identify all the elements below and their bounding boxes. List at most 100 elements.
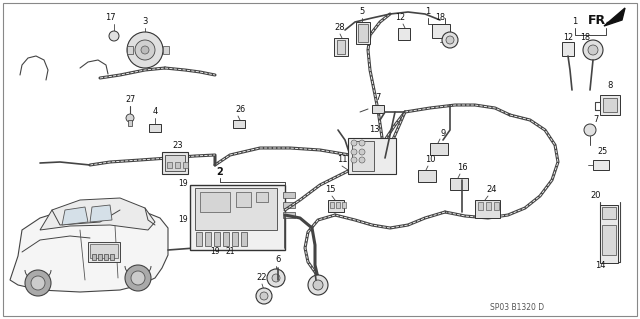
Text: 22: 22 [257, 273, 268, 283]
Bar [195, 188, 277, 230]
Circle shape [313, 280, 323, 290]
Circle shape [127, 32, 163, 68]
Text: 25: 25 [598, 147, 608, 157]
Circle shape [125, 265, 151, 291]
Circle shape [351, 140, 357, 146]
Text: 21: 21 [225, 248, 235, 256]
Bar [128, 120, 132, 126]
Bar [358, 24, 368, 42]
Text: 5: 5 [360, 8, 365, 17]
Text: 12: 12 [563, 33, 573, 42]
Circle shape [308, 275, 328, 295]
Text: 14: 14 [595, 261, 605, 270]
Bar [183, 162, 188, 168]
Bar [328, 200, 344, 212]
Bar [163, 46, 169, 54]
Circle shape [141, 46, 149, 54]
Bar [600, 205, 618, 263]
Bar [236, 192, 251, 207]
Bar [600, 95, 620, 115]
Bar [190, 185, 285, 250]
Text: 17: 17 [105, 13, 115, 23]
Bar [196, 232, 202, 246]
Bar [88, 242, 120, 262]
Bar [90, 244, 118, 258]
Bar [494, 202, 499, 210]
Text: 15: 15 [324, 186, 335, 195]
Bar [478, 202, 483, 210]
Bar [398, 28, 410, 40]
Bar [256, 192, 268, 202]
Bar [200, 192, 230, 212]
Circle shape [31, 276, 45, 290]
Text: 3: 3 [142, 18, 148, 26]
Text: 13: 13 [369, 125, 380, 135]
Text: FR.: FR. [588, 13, 611, 26]
Circle shape [126, 114, 134, 122]
Circle shape [267, 269, 285, 287]
Text: 1: 1 [426, 8, 431, 17]
Circle shape [272, 274, 280, 282]
Text: 7: 7 [375, 93, 381, 102]
Bar [450, 178, 468, 190]
Circle shape [351, 157, 357, 163]
Bar [149, 124, 161, 132]
Bar [342, 202, 346, 208]
Bar [337, 40, 345, 54]
Bar [372, 105, 384, 113]
Text: 10: 10 [425, 155, 435, 165]
Bar [432, 24, 450, 38]
Circle shape [359, 149, 365, 155]
Bar [352, 141, 374, 171]
Text: 19: 19 [179, 179, 188, 188]
Text: 12: 12 [395, 13, 405, 23]
Text: 11: 11 [337, 155, 348, 165]
Text: 20: 20 [591, 191, 601, 201]
Bar [603, 98, 617, 112]
Text: 28: 28 [335, 24, 346, 33]
Circle shape [351, 149, 357, 155]
Polygon shape [604, 8, 625, 26]
Bar [334, 38, 348, 56]
Text: 24: 24 [487, 186, 497, 195]
Circle shape [25, 270, 51, 296]
Bar [127, 46, 133, 54]
Bar [356, 22, 370, 44]
Text: 18: 18 [580, 33, 590, 42]
Text: 18: 18 [435, 13, 445, 23]
Bar [98, 254, 102, 260]
Bar [232, 232, 238, 246]
Polygon shape [62, 207, 88, 225]
Text: 7: 7 [593, 115, 598, 124]
Circle shape [588, 45, 598, 55]
Polygon shape [90, 205, 112, 222]
Polygon shape [40, 198, 155, 230]
Text: SP03 B1320 D: SP03 B1320 D [490, 303, 544, 313]
Bar [602, 225, 616, 255]
Bar [104, 254, 108, 260]
Circle shape [442, 32, 458, 48]
Bar [593, 160, 609, 170]
Text: 2: 2 [216, 167, 223, 177]
Circle shape [256, 288, 272, 304]
Circle shape [260, 292, 268, 300]
Circle shape [584, 124, 596, 136]
Circle shape [109, 31, 119, 41]
Circle shape [359, 157, 365, 163]
Text: 9: 9 [440, 129, 445, 137]
Text: 4: 4 [152, 108, 157, 116]
Bar [175, 162, 180, 168]
Bar [162, 152, 188, 174]
Text: 1: 1 [572, 18, 578, 26]
Text: 23: 23 [173, 140, 183, 150]
Bar [233, 120, 245, 128]
Text: 27: 27 [125, 95, 135, 105]
Bar [336, 202, 340, 208]
Polygon shape [10, 205, 168, 292]
Bar [418, 170, 436, 182]
Text: 6: 6 [275, 256, 281, 264]
Circle shape [359, 140, 365, 146]
Bar [223, 232, 229, 246]
Circle shape [135, 40, 155, 60]
Bar [205, 232, 211, 246]
